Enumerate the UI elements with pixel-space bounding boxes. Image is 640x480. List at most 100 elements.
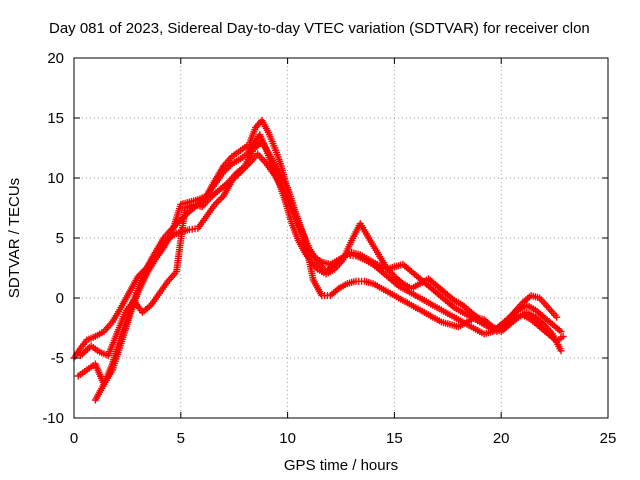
data-point: [450, 296, 458, 304]
data-point: [314, 258, 322, 266]
data-point: [360, 277, 368, 285]
data-point: [510, 308, 518, 316]
data-point: [335, 284, 343, 292]
data-point: [459, 308, 467, 316]
data-point: [446, 311, 454, 319]
data-point: [403, 299, 411, 307]
y-tick-label: -10: [42, 410, 64, 427]
data-point: [220, 192, 228, 200]
data-point: [194, 196, 202, 204]
data-point: [425, 282, 433, 290]
data-point: [480, 330, 488, 338]
data-point: [425, 275, 433, 283]
data-point: [237, 155, 245, 163]
data-point: [433, 289, 441, 297]
data-point: [91, 396, 99, 404]
data-point: [390, 272, 398, 280]
data-point: [202, 212, 210, 220]
data-point: [256, 131, 264, 139]
data-point: [288, 220, 296, 228]
data-point: [343, 280, 351, 288]
data-point: [527, 292, 535, 300]
data-point: [356, 220, 364, 228]
data-point: [395, 294, 403, 302]
data-point: [523, 308, 531, 316]
data-point: [318, 292, 326, 300]
data-point: [412, 304, 420, 312]
data-point: [117, 304, 125, 312]
data-point: [216, 195, 224, 203]
y-tick-label: 0: [56, 290, 64, 307]
data-point: [284, 184, 292, 192]
data-point: [454, 316, 462, 324]
data-point: [536, 294, 544, 302]
data-point: [249, 145, 257, 153]
data-point: [271, 144, 279, 152]
data-point: [429, 313, 437, 321]
series-track-4: [78, 139, 564, 359]
x-tick-label: 0: [70, 430, 78, 447]
data-point: [399, 280, 407, 288]
data-points: [70, 116, 567, 404]
data-point: [214, 197, 222, 205]
data-point: [267, 152, 275, 160]
data-point: [407, 268, 415, 276]
data-point: [264, 128, 272, 136]
data-point: [420, 296, 428, 304]
y-tick-label: 10: [47, 170, 64, 187]
data-point: [91, 360, 99, 368]
data-point: [365, 256, 373, 264]
data-point: [463, 318, 471, 326]
x-tick-label: 5: [177, 430, 185, 447]
data-point: [83, 336, 91, 344]
data-point: [151, 252, 159, 260]
data-point: [442, 296, 450, 304]
data-point: [314, 265, 322, 273]
data-point: [258, 138, 266, 146]
data-point: [559, 332, 567, 340]
data-point: [241, 162, 249, 170]
data-point: [160, 240, 168, 248]
data-point: [433, 282, 441, 290]
x-tick-label: 25: [600, 430, 617, 447]
data-point: [108, 318, 116, 326]
data-point: [356, 251, 364, 259]
data-point: [472, 313, 480, 321]
data-point: [138, 308, 146, 316]
data-point: [420, 308, 428, 316]
data-point: [134, 284, 142, 292]
data-point: [194, 224, 202, 232]
gridlines: [74, 58, 608, 418]
data-point: [395, 282, 403, 290]
data-point: [211, 180, 219, 188]
data-point: [254, 150, 262, 158]
data-point: [531, 306, 539, 314]
data-point: [331, 260, 339, 268]
data-point: [459, 301, 467, 309]
data-point: [113, 330, 121, 338]
data-point: [147, 301, 155, 309]
data-point: [519, 299, 527, 307]
data-point: [232, 169, 240, 177]
data-point: [352, 277, 360, 285]
data-point: [76, 344, 84, 352]
data-point: [348, 248, 356, 256]
data-point: [143, 264, 151, 272]
data-point: [480, 316, 488, 324]
data-point: [544, 304, 552, 312]
data-point: [454, 323, 462, 331]
data-point: [536, 323, 544, 331]
data-point: [540, 313, 548, 321]
data-point: [378, 284, 386, 292]
data-point: [228, 152, 236, 160]
data-point: [531, 313, 539, 321]
data-point: [437, 318, 445, 326]
data-point: [211, 200, 219, 208]
data-point: [429, 301, 437, 309]
data-point: [83, 366, 91, 374]
y-tick-label: 15: [47, 110, 64, 127]
data-point: [126, 288, 134, 296]
data-point: [252, 124, 260, 132]
data-point: [489, 323, 497, 331]
